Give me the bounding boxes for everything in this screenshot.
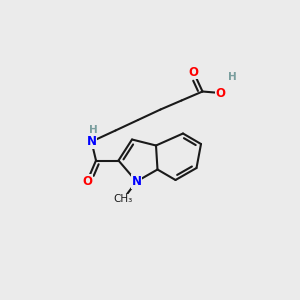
Text: N: N	[86, 135, 97, 148]
Text: O: O	[82, 175, 92, 188]
Text: N: N	[131, 175, 142, 188]
Text: O: O	[215, 86, 226, 100]
Text: CH₃: CH₃	[113, 194, 133, 205]
Text: O: O	[188, 65, 199, 79]
Text: H: H	[228, 71, 237, 82]
Text: H: H	[88, 125, 98, 135]
